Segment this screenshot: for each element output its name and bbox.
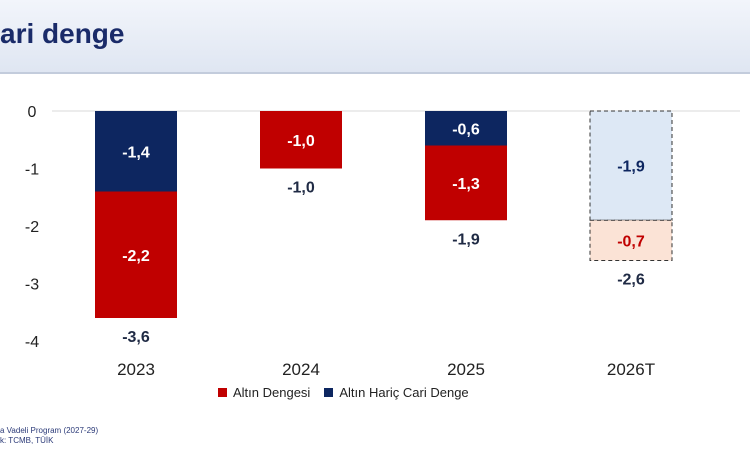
bar-segment-altin-haric-2023 [95,111,177,192]
data-label-altin-haric-2023: -1,4 [122,144,150,161]
legend-label-altin-dengesi: Altın Dengesi [233,385,311,400]
y-tick-label: -3 [25,277,39,294]
source-line-1: a Vadeli Program (2027-29) [0,426,99,435]
total-label-2023: -3,6 [122,329,150,346]
bar-segment-altin-haric-2025 [425,111,507,146]
y-tick-label: -4 [25,334,39,351]
x-tick-label-2025: 2025 [447,360,485,379]
legend-label-altin-haric-cari-denge: Altın Hariç Cari Denge [339,385,469,400]
bar-segment-altin-2026T [589,219,673,261]
legend-item-altin-haric-cari-denge: Altın Hariç Cari Denge [324,385,469,400]
legend-swatch-altin-dengesi [218,388,227,397]
bar-segment-altin-2023 [95,191,177,318]
x-tick-label-2023: 2023 [117,360,155,379]
legend-swatch-altin-haric-cari-denge [324,388,334,397]
data-label-altin-haric-2026T: -1,9 [617,159,645,176]
y-tick-label: -1 [25,162,39,179]
source-note: a Vadeli Program (2027-29) k: TCMB, TÜİK [0,426,98,446]
y-tick-label: -2 [25,219,39,236]
chart-legend: Altın Dengesi Altın Hariç Cari Denge [218,385,483,400]
total-label-2025: -1,9 [452,231,480,248]
total-label-2024: -1,0 [287,180,315,197]
bar-segment-altin-haric-2026T [589,110,673,221]
page-title: ari denge [0,18,125,49]
bar-segment-altin-2025 [425,145,507,221]
data-label-altin-haric-2025: -0,6 [452,121,480,138]
data-label-altin-2026T: -0,7 [617,233,645,250]
x-tick-label-2024: 2024 [282,360,320,379]
stacked-bar-chart: 0 -1 -2 -3 -4 -1,4 -2,2 -3,6 2023 -1,0 -1,0 2024 -0,… [25,104,740,379]
total-label-2026T: -2,6 [617,272,645,289]
y-tick-label: 0 [28,104,37,121]
data-label-altin-2024: -1,0 [287,133,315,150]
header-bar: ari denge [0,0,750,74]
bar-segment-altin-2024 [260,111,342,169]
data-label-altin-2023: -2,2 [122,248,150,265]
x-tick-label-2026T: 2026T [607,360,655,379]
legend-item-altin-dengesi: Altın Dengesi [218,385,310,400]
data-label-altin-2025: -1,3 [452,176,480,193]
source-line-2: k: TCMB, TÜİK [0,436,54,445]
